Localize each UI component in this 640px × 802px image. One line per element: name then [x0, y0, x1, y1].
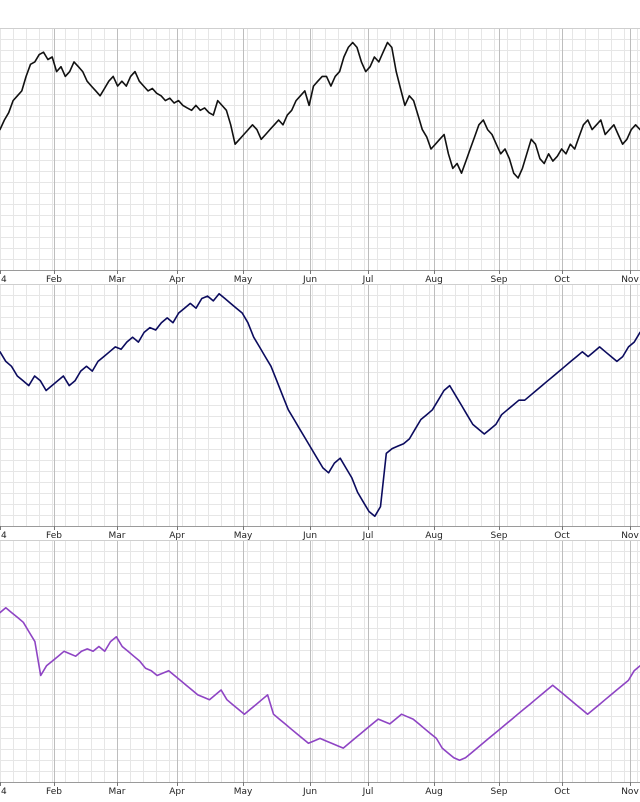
x-tick-label: Sep [491, 531, 508, 541]
x-tick-label: Oct [554, 531, 570, 541]
x-tick-label: Jun [302, 531, 317, 541]
x-tick-label: Sep [491, 275, 508, 285]
x-tick-label: Nov [621, 275, 639, 285]
chart-panel-1: 4 Feb Mar Apr May Jun Jul Aug Sep Oct Nov [0, 28, 640, 285]
x-tick-label: Nov [621, 787, 639, 797]
x-tick-label: 4 [1, 275, 7, 285]
x-tick-label: Feb [46, 787, 62, 797]
x-tick-label: Apr [169, 531, 185, 541]
x-tick-label: May [234, 531, 253, 541]
plot-area: 4 Feb Mar Apr May Jun Jul Aug Sep Oct Nov [0, 284, 640, 541]
series-line-2 [0, 292, 640, 518]
x-tick-label: Mar [109, 531, 126, 541]
x-tick-label: Oct [554, 275, 570, 285]
x-tick-label: Mar [109, 787, 126, 797]
x-tick-label: Oct [554, 787, 570, 797]
series-line-3 [0, 607, 640, 761]
x-tick-label: Aug [425, 275, 443, 285]
x-tick-label: Apr [169, 275, 185, 285]
x-tick-label: Feb [46, 531, 62, 541]
x-tick-label: Jul [362, 531, 374, 541]
x-tick-label: Jun [302, 787, 317, 797]
plot-area: 4 Feb Mar Apr May Jun Jul Aug Sep Oct Nov [0, 540, 640, 797]
x-tick-label: Aug [425, 787, 443, 797]
x-tick-label: Nov [621, 531, 639, 541]
x-tick-label: May [234, 275, 253, 285]
chart-panel-3: 4 Feb Mar Apr May Jun Jul Aug Sep Oct Nov [0, 540, 640, 797]
series-line-1 [0, 41, 640, 179]
x-tick-label: Jun [302, 275, 317, 285]
x-tick-label: Sep [491, 787, 508, 797]
x-tick-label: 4 [1, 787, 7, 797]
x-tick-label: 4 [1, 531, 7, 541]
x-tick-label: Mar [109, 275, 126, 285]
x-tick-label: Feb [46, 275, 62, 285]
chart-panel-2: 4 Feb Mar Apr May Jun Jul Aug Sep Oct Nov [0, 284, 640, 541]
x-tick-label: Jul [362, 275, 374, 285]
x-tick-label: Aug [425, 531, 443, 541]
x-tick-label: Apr [169, 787, 185, 797]
plot-area: 4 Feb Mar Apr May Jun Jul Aug Sep Oct Nov [0, 28, 640, 285]
x-tick-label: May [234, 787, 253, 797]
x-tick-label: Jul [362, 787, 374, 797]
